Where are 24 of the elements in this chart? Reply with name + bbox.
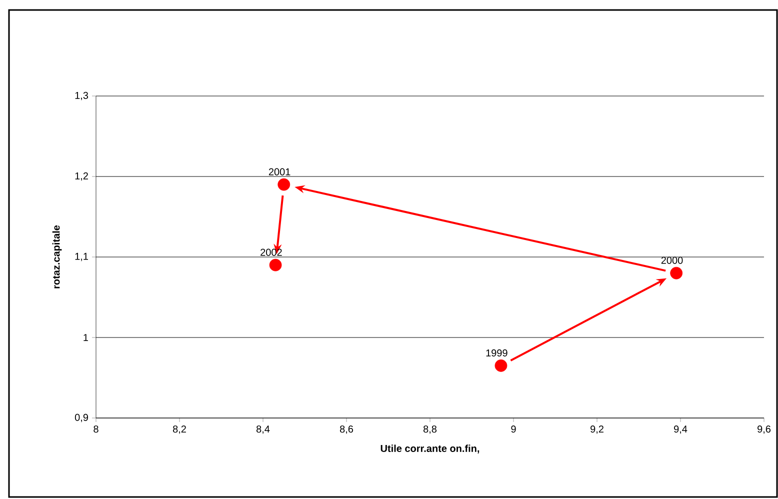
x-tick-label: 9 xyxy=(511,426,516,433)
annotation: 2000 xyxy=(661,256,683,264)
point xyxy=(670,266,683,280)
x-tick-label: 9,6 xyxy=(758,426,771,434)
y-tick-label: 1,3 xyxy=(75,92,88,100)
point xyxy=(494,359,508,372)
y-axis-title: rotaz.capitale xyxy=(52,225,62,288)
x-tick-label: 8,6 xyxy=(340,426,354,434)
point xyxy=(269,258,282,272)
x-tick-label: 9,4 xyxy=(674,426,688,434)
x-tick-label: 9,2 xyxy=(590,426,604,434)
y-tick-label: 0,9 xyxy=(74,414,88,422)
y-tick-label: 1,2 xyxy=(75,172,88,181)
annotation: 2001 xyxy=(268,168,290,176)
x-tick-label: 8,2 xyxy=(172,426,186,434)
x-tick-label: 8,4 xyxy=(256,426,270,434)
y-tick-label: 1 xyxy=(84,334,88,341)
y-tick-label: 1,1 xyxy=(75,252,88,262)
annotation: 1999 xyxy=(486,349,508,356)
annotation: 2002 xyxy=(260,248,282,256)
x-tick-label: 8 xyxy=(94,426,98,433)
point xyxy=(278,178,290,191)
x-axis-title: Utile corr.ante on.fin, xyxy=(380,444,480,454)
x-tick-label: 8,8 xyxy=(423,426,437,434)
